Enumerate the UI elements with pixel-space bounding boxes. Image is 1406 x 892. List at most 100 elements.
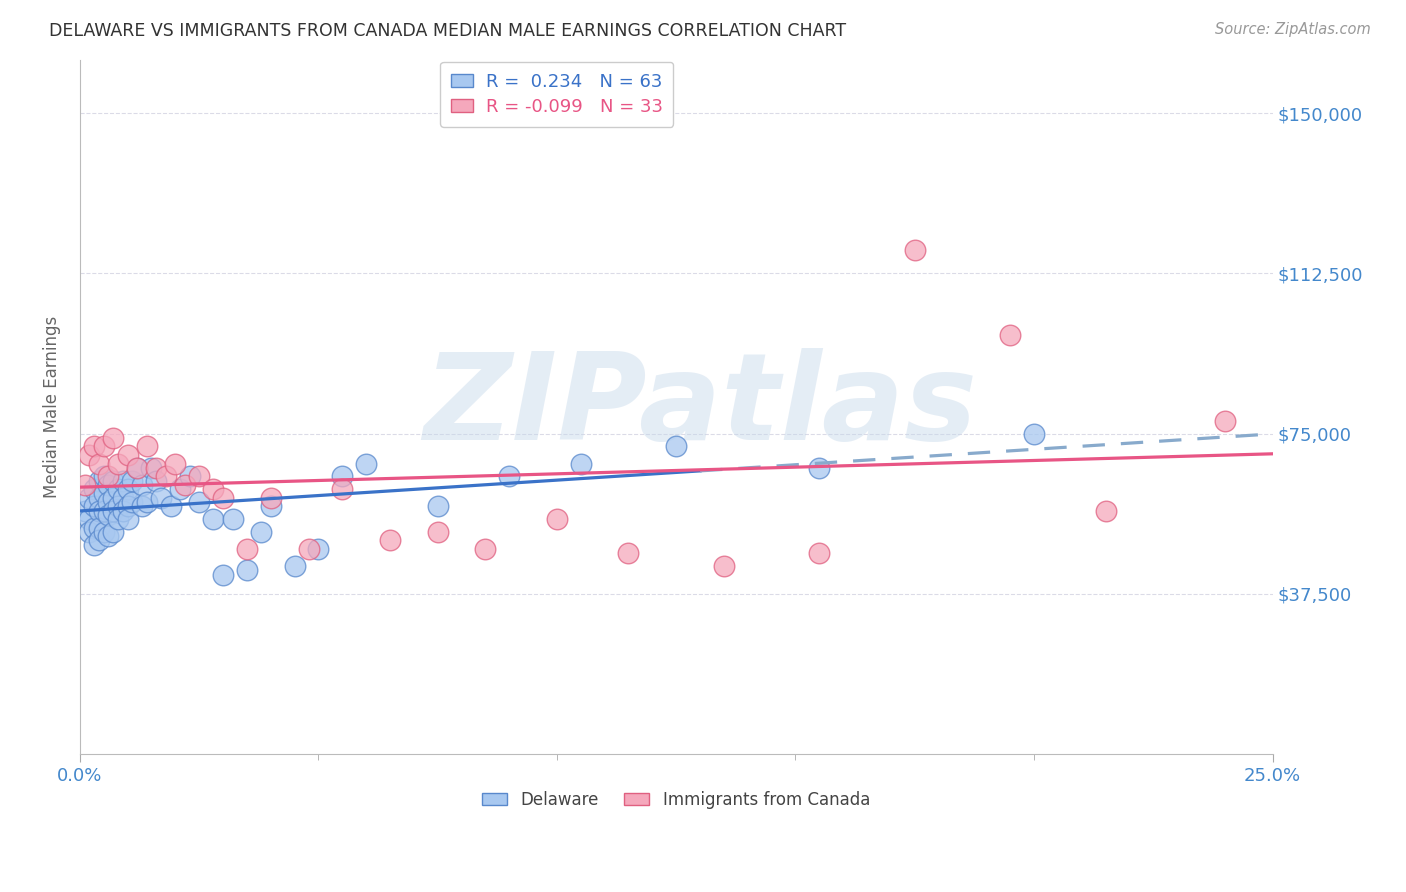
Point bbox=[141, 460, 163, 475]
Point bbox=[617, 546, 640, 560]
Text: ZIPatlas: ZIPatlas bbox=[423, 349, 977, 466]
Point bbox=[546, 512, 568, 526]
Point bbox=[83, 521, 105, 535]
Point bbox=[378, 533, 401, 548]
Point bbox=[354, 457, 377, 471]
Point bbox=[83, 482, 105, 496]
Point bbox=[103, 431, 125, 445]
Point bbox=[79, 512, 101, 526]
Point bbox=[93, 486, 115, 500]
Point bbox=[904, 243, 927, 257]
Point bbox=[87, 474, 110, 488]
Point bbox=[107, 512, 129, 526]
Point bbox=[202, 512, 225, 526]
Point bbox=[121, 495, 143, 509]
Point bbox=[426, 524, 449, 539]
Point bbox=[83, 500, 105, 514]
Text: Source: ZipAtlas.com: Source: ZipAtlas.com bbox=[1215, 22, 1371, 37]
Point bbox=[1213, 414, 1236, 428]
Point bbox=[260, 491, 283, 505]
Point bbox=[127, 460, 149, 475]
Point bbox=[283, 559, 305, 574]
Point bbox=[179, 469, 201, 483]
Point bbox=[236, 542, 259, 557]
Point bbox=[87, 491, 110, 505]
Point bbox=[107, 500, 129, 514]
Point bbox=[97, 478, 120, 492]
Point bbox=[260, 500, 283, 514]
Point bbox=[212, 491, 235, 505]
Point bbox=[83, 439, 105, 453]
Point bbox=[87, 503, 110, 517]
Point bbox=[79, 448, 101, 462]
Point bbox=[117, 482, 139, 496]
Point bbox=[131, 478, 153, 492]
Point bbox=[159, 500, 181, 514]
Point bbox=[87, 457, 110, 471]
Point bbox=[107, 457, 129, 471]
Point bbox=[127, 460, 149, 475]
Point bbox=[474, 542, 496, 557]
Point bbox=[250, 524, 273, 539]
Point bbox=[713, 559, 735, 574]
Point bbox=[202, 482, 225, 496]
Point bbox=[808, 460, 831, 475]
Point bbox=[111, 491, 134, 505]
Point bbox=[188, 469, 211, 483]
Point bbox=[79, 524, 101, 539]
Point bbox=[93, 439, 115, 453]
Point bbox=[298, 542, 321, 557]
Point bbox=[569, 457, 592, 471]
Point bbox=[165, 457, 187, 471]
Point bbox=[169, 482, 191, 496]
Point bbox=[212, 567, 235, 582]
Point bbox=[173, 478, 195, 492]
Point bbox=[236, 563, 259, 577]
Point bbox=[117, 512, 139, 526]
Point bbox=[145, 474, 167, 488]
Point bbox=[145, 460, 167, 475]
Point bbox=[1022, 426, 1045, 441]
Point bbox=[83, 538, 105, 552]
Point bbox=[121, 474, 143, 488]
Point bbox=[103, 503, 125, 517]
Point bbox=[97, 469, 120, 483]
Point bbox=[808, 546, 831, 560]
Point bbox=[1094, 503, 1116, 517]
Point bbox=[93, 469, 115, 483]
Legend: Delaware, Immigrants from Canada: Delaware, Immigrants from Canada bbox=[475, 784, 876, 815]
Point bbox=[97, 529, 120, 543]
Point bbox=[117, 448, 139, 462]
Point bbox=[665, 439, 688, 453]
Point bbox=[221, 512, 243, 526]
Point bbox=[135, 439, 157, 453]
Point bbox=[330, 482, 353, 496]
Point bbox=[93, 524, 115, 539]
Point bbox=[73, 503, 96, 517]
Point bbox=[188, 495, 211, 509]
Point bbox=[498, 469, 520, 483]
Text: DELAWARE VS IMMIGRANTS FROM CANADA MEDIAN MALE EARNINGS CORRELATION CHART: DELAWARE VS IMMIGRANTS FROM CANADA MEDIA… bbox=[49, 22, 846, 40]
Point bbox=[103, 524, 125, 539]
Point bbox=[97, 495, 120, 509]
Point bbox=[97, 508, 120, 522]
Point bbox=[426, 500, 449, 514]
Point bbox=[73, 478, 96, 492]
Point bbox=[149, 491, 172, 505]
Point bbox=[93, 503, 115, 517]
Point bbox=[155, 469, 177, 483]
Y-axis label: Median Male Earnings: Median Male Earnings bbox=[44, 316, 60, 498]
Point bbox=[103, 491, 125, 505]
Point bbox=[79, 491, 101, 505]
Point bbox=[135, 495, 157, 509]
Point bbox=[330, 469, 353, 483]
Point bbox=[111, 474, 134, 488]
Point bbox=[117, 500, 139, 514]
Point bbox=[131, 500, 153, 514]
Point bbox=[307, 542, 329, 557]
Point bbox=[103, 474, 125, 488]
Point bbox=[998, 328, 1021, 343]
Point bbox=[87, 521, 110, 535]
Point bbox=[87, 533, 110, 548]
Point bbox=[111, 503, 134, 517]
